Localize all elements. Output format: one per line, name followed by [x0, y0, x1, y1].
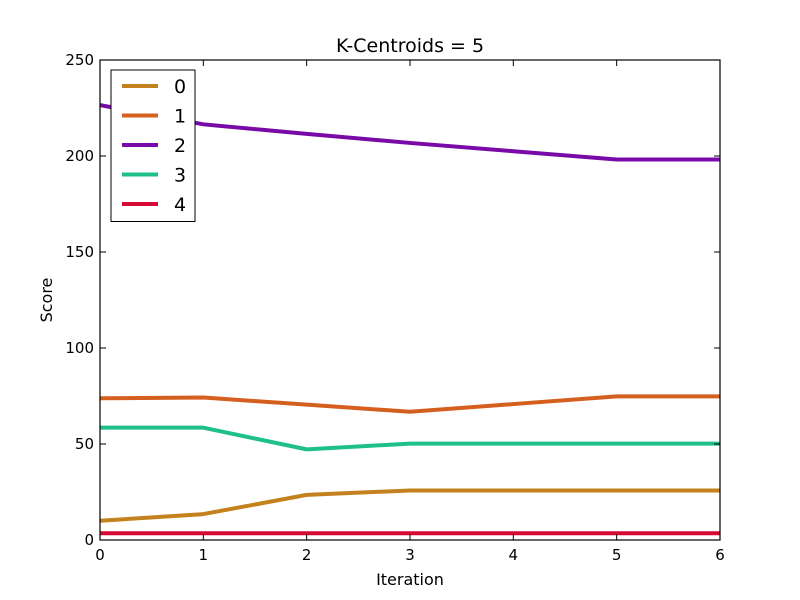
x-tick-label: 3 — [405, 546, 415, 564]
x-tick-label: 5 — [612, 546, 622, 564]
legend-label-2: 2 — [174, 135, 186, 157]
y-tick-label: 250 — [65, 51, 94, 69]
y-tick-label: 0 — [84, 531, 94, 549]
x-tick-label: 2 — [302, 546, 312, 564]
x-tick-label: 0 — [95, 546, 105, 564]
y-tick-label: 50 — [75, 435, 94, 453]
legend-label-0: 0 — [174, 76, 186, 98]
y-tick-label: 100 — [65, 339, 94, 357]
plot-area — [99, 59, 721, 541]
y-tick-label: 200 — [65, 147, 94, 165]
chart-title: K-Centroids = 5 — [336, 35, 484, 57]
series-line-2 — [100, 103, 720, 162]
legend-label-1: 1 — [174, 106, 186, 128]
x-axis-label: Iteration — [376, 570, 444, 589]
series-line-1 — [100, 394, 720, 414]
legend-label-4: 4 — [174, 194, 186, 216]
legend: 0 1 2 3 4 — [110, 69, 196, 222]
series-line-0 — [100, 488, 720, 523]
legend-label-3: 3 — [174, 165, 186, 187]
axis-ticks: 0 1 2 3 4 5 6 0 50 100 150 200 250 — [65, 51, 724, 564]
y-axis-label: Score — [37, 278, 56, 323]
x-tick-label: 1 — [199, 546, 209, 564]
x-tick-label: 6 — [715, 546, 725, 564]
x-tick-label: 4 — [509, 546, 519, 564]
y-tick-label: 150 — [65, 243, 94, 261]
series-line-3 — [100, 425, 720, 452]
series-lines — [100, 103, 720, 536]
